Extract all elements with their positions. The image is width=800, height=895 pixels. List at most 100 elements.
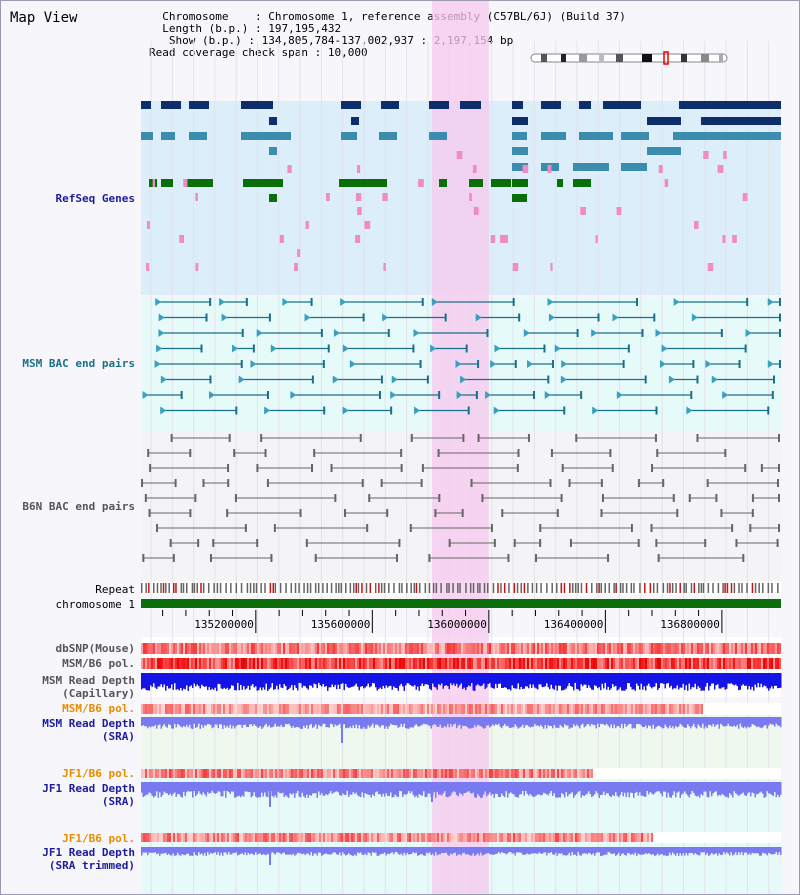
msm-b6-pol-cell — [321, 658, 323, 669]
msm-depth-sra-bar — [709, 717, 711, 725]
repeat-mark — [669, 583, 671, 593]
msm-depth-cap-bar — [198, 673, 200, 687]
jf1-depth-trim-bar — [408, 847, 410, 855]
msm-depth-cap-bar — [676, 673, 678, 686]
msm-depth-cap-bar — [756, 673, 758, 688]
msm-bac-arrow — [592, 406, 599, 415]
jf1-depth-sra-bar — [442, 782, 444, 794]
msm-b6-pol-sra-cell — [593, 704, 595, 714]
jf1-depth-sra-bar — [418, 782, 420, 795]
msm-bac-end — [205, 313, 208, 322]
msm-bac-end — [241, 329, 244, 337]
msm-b6-pol-sra-cell — [589, 704, 591, 714]
msm-b6-pol-sra-cell — [443, 704, 445, 714]
jf1-b6-pol-cell — [381, 769, 383, 778]
repeat-mark — [148, 583, 150, 593]
jf1-depth-trim-bar — [691, 847, 693, 854]
jf1-b6-pol-cell — [463, 769, 465, 778]
jf1-depth-trim-bar — [574, 847, 576, 855]
msm-depth-cap-bar — [418, 673, 420, 691]
jf1-b6-pol-trim-cell — [637, 833, 639, 842]
msm-b6-pol-cell — [685, 658, 687, 669]
msm-depth-cap-bar — [583, 673, 585, 685]
msm-b6-pol-sra-cell — [349, 704, 351, 714]
msm-depth-sra-bar — [181, 717, 183, 728]
jf1-depth-trim-bar — [630, 847, 632, 855]
jf1-depth-trim-bar — [442, 847, 444, 854]
msm-depth-cap-bar — [355, 673, 357, 684]
jf1-depth-trim-bar — [532, 847, 534, 854]
dbsnp-cell — [343, 643, 345, 654]
msm-b6-pol-cell — [369, 658, 371, 669]
msm-depth-cap-bar — [648, 673, 650, 684]
msm-depth-cap-bar — [558, 673, 560, 686]
msm-b6-pol-cell — [453, 658, 455, 669]
jf1-depth-sra-bar — [757, 782, 759, 794]
jf1-depth-trim-bar — [540, 847, 542, 854]
jf1-depth-trim-bar — [352, 847, 354, 856]
repeat-mark — [487, 583, 489, 593]
jf1-depth-trim-bar — [256, 847, 258, 855]
msm-b6-pol-cell — [161, 658, 163, 669]
msm-depth-cap-bar — [432, 673, 434, 684]
b6n-bac-end — [314, 554, 317, 562]
jf1-depth-sra-bar — [195, 782, 197, 797]
jf1-b6-pol-trim-cell — [339, 833, 341, 842]
jf1-b6-pol-trim-cell — [321, 833, 323, 842]
msm-b6-pol-cell — [737, 658, 739, 669]
jf1-depth-trim-bar — [400, 847, 402, 854]
dbsnp-cell — [707, 643, 709, 654]
jf1-b6-pol-trim-cell — [481, 833, 483, 842]
msm-depth-cap-bar — [757, 673, 759, 683]
length-key: Length (b.p.) — [162, 22, 249, 35]
msm-depth-sra-bar — [270, 717, 272, 728]
msm-depth-cap-bar — [693, 673, 695, 688]
msm-depth-cap-bar — [232, 673, 234, 686]
jf1-depth-trim-bar — [172, 847, 174, 854]
msm-depth-cap-bar — [343, 673, 345, 691]
dbsnp-cell — [269, 643, 271, 654]
msm-depth-sra-bar — [742, 717, 744, 728]
msm-depth-sra-bar — [328, 717, 330, 728]
refseq-transcript-mark — [707, 263, 714, 271]
dbsnp-cell — [503, 643, 505, 654]
jf1-depth-sra-bar — [627, 782, 629, 793]
msm-depth-sra-bar — [645, 717, 647, 726]
jf1-depth-sra-bar — [771, 782, 773, 795]
jf1-depth-trim-bar — [430, 847, 432, 856]
jf1-depth-sra-bar — [493, 782, 495, 798]
jf1-depth-sra-bar — [718, 782, 720, 795]
refseq-gene — [339, 179, 387, 187]
msm-b6-pol-sra-cell — [383, 704, 385, 714]
msm-b6-pol-sra-cell — [535, 704, 537, 714]
jf1-depth-sra-bar — [762, 782, 764, 794]
msm-b6-pol-cell — [415, 658, 417, 669]
jf1-depth-trim-bar — [394, 847, 396, 853]
jf1-depth-trim-bar — [490, 847, 492, 855]
repeat-mark — [698, 583, 700, 593]
repeat-mark — [465, 583, 467, 593]
msm-bac-end — [738, 360, 741, 368]
msm-bac-arrow — [527, 360, 534, 368]
ideogram-band — [541, 54, 547, 62]
jf1-depth-trim-bar — [675, 847, 677, 856]
jf1-b6-pol-cell — [275, 769, 277, 778]
msm-b6-pol-cell — [553, 658, 555, 669]
jf1-b6-pol-trim-cell — [559, 833, 561, 842]
msm-b6-pol-sra-cell — [501, 704, 503, 714]
jf1-depth-sra-bar — [294, 782, 296, 798]
jf1-depth-trim-bar — [289, 847, 291, 855]
jf1-b6-pol-cell — [531, 769, 533, 778]
jf1-depth-trim-bar — [411, 847, 413, 854]
jf1-b6-pol-trim-cell — [287, 833, 289, 842]
jf1-depth-trim-bar — [381, 847, 383, 854]
msm-depth-sra-bar — [699, 717, 701, 727]
msm-b6-pol-cell — [351, 658, 353, 669]
msm-depth-cap-bar — [316, 673, 318, 689]
msm-bac-arrow — [391, 375, 398, 384]
ideogram-band — [681, 54, 687, 62]
msm-b6-pol-cell — [713, 658, 715, 669]
msm-depth-sra-bar — [150, 717, 152, 728]
msm-depth-cap-bar — [180, 673, 182, 688]
